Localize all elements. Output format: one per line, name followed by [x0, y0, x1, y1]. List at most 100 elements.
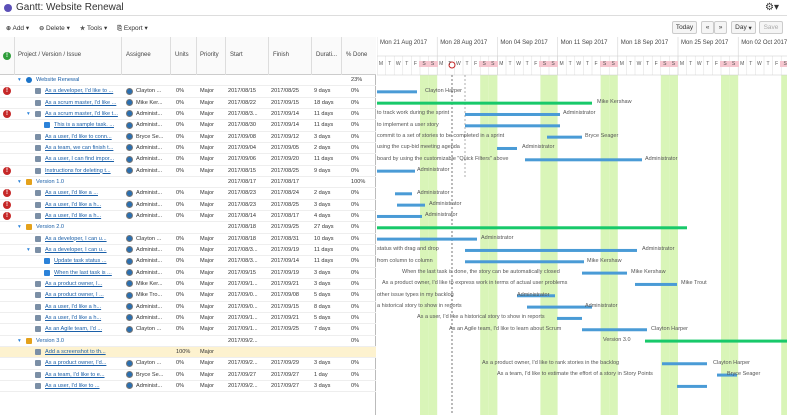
story-icon	[35, 212, 41, 219]
issue-name[interactable]: As a user, I'd like a ...	[45, 190, 98, 197]
story-icon	[35, 348, 41, 355]
gear-icon[interactable]: ⚙▾	[765, 2, 779, 13]
assignee: Administ...	[136, 269, 163, 276]
story-icon	[35, 326, 41, 333]
issue-name[interactable]: As a scrum master, I'd like t...	[45, 110, 118, 117]
table-row[interactable]: This is a sample task. ... Administ... 0% M…	[0, 120, 376, 132]
table-row[interactable]: ! Instructions for deleting t... Administ.…	[0, 166, 376, 177]
table-row[interactable]: As an Agile team, I'd ... Clayton ... 0% Ma…	[0, 324, 376, 336]
expand-toggle-icon[interactable]: ▾	[18, 178, 21, 185]
expand-toggle-icon[interactable]: ▾	[27, 246, 30, 253]
issue-name[interactable]: As a scrum master, I'd like ...	[45, 99, 117, 106]
table-row[interactable]: As a user, I'd like to ... Administ... 0% M…	[0, 381, 376, 393]
finish-date: 2017/08/31	[271, 235, 299, 242]
expand-toggle-icon[interactable]: ▾	[27, 110, 30, 117]
day-letter: F	[775, 61, 779, 67]
day-letter: M	[559, 61, 564, 67]
issue-name[interactable]: Version 1.0	[36, 178, 64, 185]
table-row[interactable]: Update task status ... Administ... 0% Major…	[0, 256, 376, 268]
table-row[interactable]: As a developer, I can u... Clayton ... 0% M…	[0, 234, 376, 245]
col-finish[interactable]: Finish	[273, 52, 290, 58]
table-row[interactable]: ▾ Version 3.0 2017/09/2... 0%	[0, 336, 376, 347]
task-bar	[497, 146, 517, 150]
table-row[interactable]: ▾ Version 1.0 2017/08/17 2017/08/17 100%	[0, 177, 376, 189]
issue-name[interactable]: As an Agile team, I'd ...	[45, 326, 103, 333]
start-date: 2017/08/3...	[228, 246, 258, 253]
issue-name[interactable]: Version 2.0	[36, 224, 64, 231]
issue-name[interactable]: As a product owner, I'd...	[45, 360, 107, 367]
percent-done: 0%	[351, 280, 360, 287]
issue-name[interactable]: Version 3.0	[36, 337, 64, 344]
save-button[interactable]: Save	[759, 21, 783, 34]
task-bar	[465, 248, 637, 252]
table-row[interactable]: As a product owner, I'd... Clayton ... 0% M…	[0, 358, 376, 370]
col-done[interactable]: % Done	[346, 52, 368, 58]
prev-button[interactable]: «	[701, 21, 714, 34]
issue-name[interactable]: As a user, I'd like a h...	[45, 314, 102, 321]
units: 0%	[176, 190, 185, 197]
col-duration[interactable]: Durati...	[316, 52, 338, 58]
percent-done: 0%	[351, 269, 360, 276]
day-letter: T	[465, 61, 469, 67]
issue-name[interactable]: As a developer, I'd like to ...	[45, 88, 114, 95]
table-row[interactable]: As a team, we can finish t... Administ...…	[0, 143, 376, 155]
table-row[interactable]: ! As a user, I'd like a h... Administ... 0%…	[0, 211, 376, 223]
next-button[interactable]: »	[714, 21, 727, 34]
table-row[interactable]: Add a screenshot to th... 100% Major	[0, 346, 376, 359]
issue-name[interactable]: Website Renewal	[36, 77, 80, 83]
issue-name[interactable]: Instructions for deleting t...	[45, 167, 111, 174]
table-row[interactable]: ▾ As a developer, I can u... Administ... 0%…	[0, 245, 376, 257]
table-row[interactable]: As a team, I'd like to e... Bryce Se... 0%…	[0, 370, 376, 381]
col-start[interactable]: Start	[230, 52, 243, 58]
task-bar	[527, 305, 592, 309]
table-row[interactable]: As a product owner, I... Mike Ker... 0% Maj…	[0, 279, 376, 291]
issue-name[interactable]: As a product owner, I...	[45, 280, 103, 287]
col-priority[interactable]: Priority	[200, 52, 219, 58]
start-date: 2017/09/1...	[228, 280, 258, 287]
tools-button[interactable]: ★ Tools ▾	[79, 25, 108, 32]
issue-name[interactable]: As a user, I can find impor...	[45, 156, 115, 163]
export-button[interactable]: ⎘ Export ▾	[117, 24, 148, 32]
table-row[interactable]: ! As a developer, I'd like to ... Clayton …	[0, 86, 376, 98]
table-row[interactable]: As a product owner, I ... Mike Tro... 0% Ma…	[0, 290, 376, 302]
delete-button[interactable]: ⊖ Delete ▾	[39, 25, 70, 32]
issue-name[interactable]: This is a sample task. ...	[54, 122, 114, 129]
issue-name[interactable]: As a developer, I can u...	[45, 235, 107, 242]
issue-name[interactable]: Update task status ...	[54, 258, 107, 265]
table-row[interactable]: ! As a user, I'd like a h... Administ... 0%…	[0, 200, 376, 211]
issue-name[interactable]: As a team, I'd like to e...	[45, 371, 105, 378]
issue-name[interactable]: As a product owner, I ...	[45, 292, 104, 299]
col-units[interactable]: Units	[175, 52, 189, 58]
issue-name[interactable]: As a user, I'd like a h...	[45, 201, 102, 208]
issue-name[interactable]: Add a screenshot to th...	[45, 348, 106, 355]
issue-name[interactable]: When the last task is ...	[54, 269, 112, 276]
add-button[interactable]: ⊕ Add ▾	[6, 25, 30, 32]
expand-toggle-icon[interactable]: ▾	[18, 337, 21, 344]
col-assignee[interactable]: Assignee	[126, 52, 151, 58]
issue-name[interactable]: As a developer, I can u...	[45, 246, 107, 253]
issue-name[interactable]: As a user, I'd like a h...	[45, 303, 102, 310]
expand-toggle-icon[interactable]: ▾	[18, 224, 21, 231]
today-button[interactable]: Today	[672, 21, 697, 34]
table-row[interactable]: ▾ Version 2.0 2017/08/18 2017/09/25 27 days 0…	[0, 222, 376, 234]
table-row[interactable]: As a user, I'd like a h... Administ... 0% M…	[0, 302, 376, 313]
table-row[interactable]: As a scrum master, I'd like ... Mike Ker.…	[0, 98, 376, 109]
table-row[interactable]: ▾ Website Renewal 23%	[0, 75, 376, 87]
issue-name[interactable]: As a user, I'd like to conn...	[45, 133, 112, 140]
bar-assignee-label: Mike Kershaw	[631, 269, 666, 276]
expand-toggle-icon[interactable]: ▾	[18, 77, 21, 83]
story-icon	[35, 303, 41, 310]
table-row[interactable]: As a user, I can find impor... Administ..…	[0, 154, 376, 166]
col-issue[interactable]: Project / Version / Issue	[18, 52, 82, 58]
table-row[interactable]: As a user, I'd like to conn... Bryce Se..…	[0, 132, 376, 143]
issue-name[interactable]: As a user, I'd like a h...	[45, 212, 102, 219]
day-select[interactable]: Day ▾	[731, 21, 756, 34]
gantt-timeline[interactable]	[377, 37, 787, 415]
table-row[interactable]: ! As a user, I'd like a ... Administ... 0% M…	[0, 188, 376, 200]
table-row[interactable]: ! ▾ As a scrum master, I'd like t... Admini…	[0, 109, 376, 121]
table-row[interactable]: As a user, I'd like a h... Administ... 0% M…	[0, 313, 376, 325]
issue-name[interactable]: As a user, I'd like to ...	[45, 382, 100, 389]
table-row[interactable]: When the last task is ... Administ... 0% Ma…	[0, 268, 376, 279]
issue-name[interactable]: As a team, we can finish t...	[45, 144, 114, 151]
